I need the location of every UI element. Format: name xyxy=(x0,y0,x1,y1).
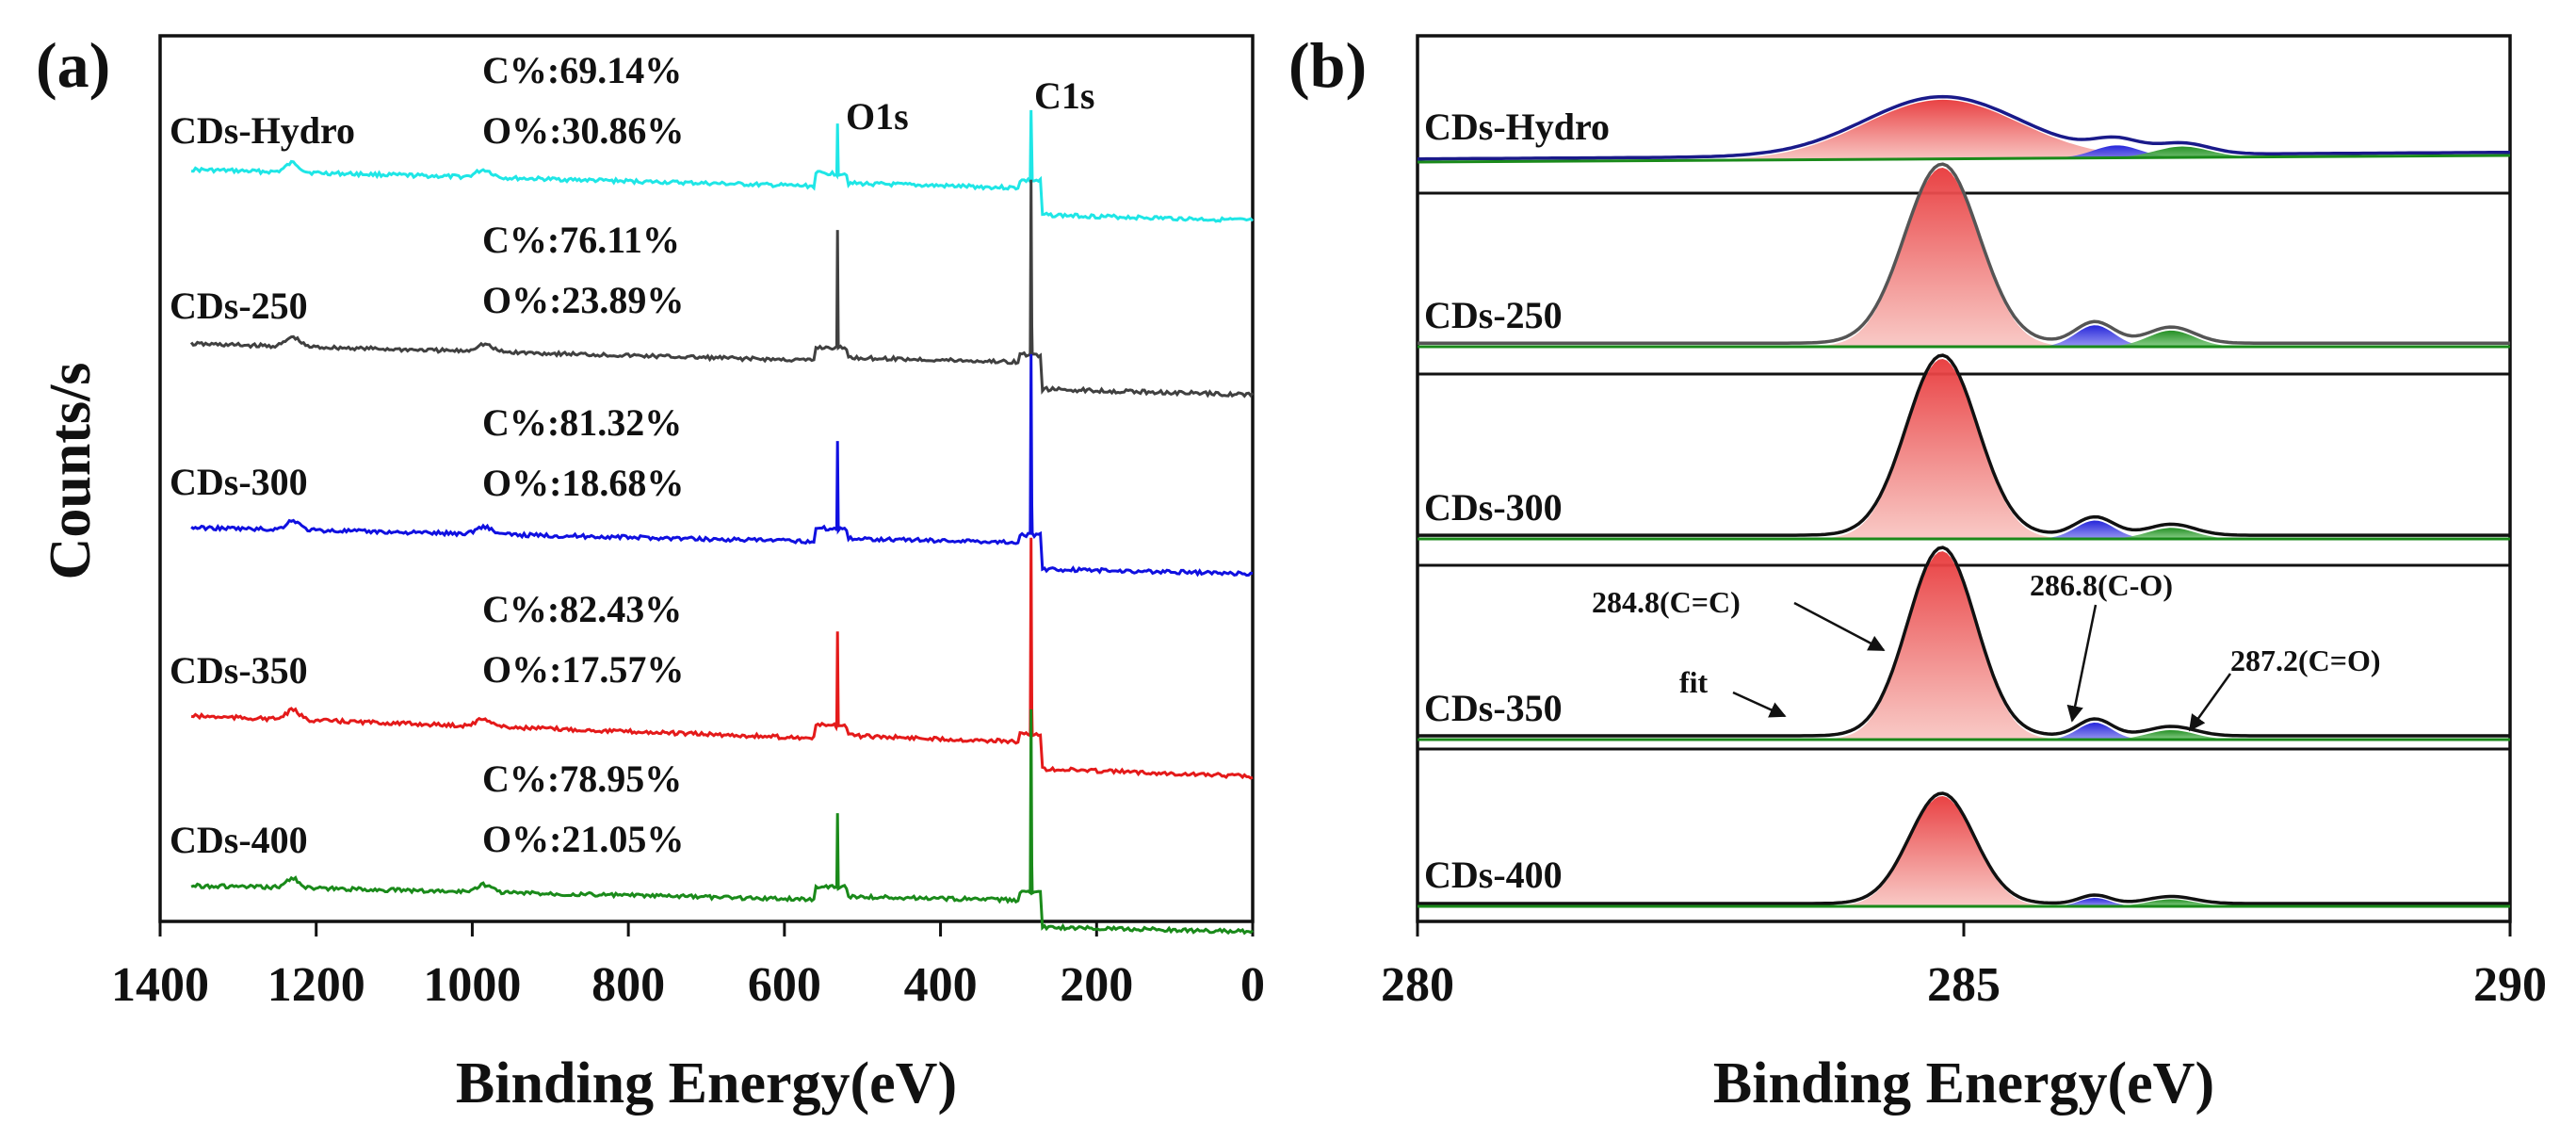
arrow-286-8 xyxy=(2066,604,2098,723)
panel-a-series-label: CDs-350 xyxy=(170,649,308,692)
panel-a-series-label: CDs-300 xyxy=(170,461,308,503)
panel-b-series-label: CDs-350 xyxy=(1424,687,1563,729)
spectrum-baseline xyxy=(1417,154,2511,164)
panel-a-x-tick-label: 400 xyxy=(904,958,978,1012)
fit-envelope-line xyxy=(1418,162,2510,345)
panel-b-series: CDs-Hydro CDs-250 CDs-300 CDs-350 CDs-400 xyxy=(1417,94,2511,908)
annotation-284-8-cc: 284.8(C=C) xyxy=(1592,585,1741,619)
panel-a-x-axis: 1400 1200 1000 800 600 400 200 0 xyxy=(111,921,1265,1012)
panel-a-x-tick-label: 800 xyxy=(591,958,665,1012)
panel-b-label: (b) xyxy=(1288,29,1367,101)
panel-b-x-axis-title: Binding Energy(eV) xyxy=(1713,1051,2214,1116)
panel-b-series-label: CDs-Hydro xyxy=(1424,106,1610,148)
carbon-percent-label: C%:82.43% xyxy=(482,588,682,630)
panel-b-x-tick-label: 290 xyxy=(2473,958,2547,1012)
fit-envelope-line xyxy=(1418,546,2510,738)
cc-component-peak xyxy=(1418,99,2510,162)
oxygen-percent-label: O%:18.68% xyxy=(482,462,684,504)
panel-a-series-label: CDs-400 xyxy=(170,819,308,861)
panel-b-series-label: CDs-300 xyxy=(1424,486,1563,529)
survey-spectrum-cds-300 xyxy=(190,353,1254,578)
c1s-peak-label: C1s xyxy=(1034,74,1094,117)
oxygen-percent-label: O%:23.89% xyxy=(482,279,684,321)
panel-a-x-tick-label: 600 xyxy=(748,958,821,1012)
panel-a-x-tick-label: 1400 xyxy=(111,958,209,1012)
panel-a-label: (a) xyxy=(36,29,110,101)
cc-component-peak xyxy=(1418,359,2510,539)
survey-spectrum-cds-400 xyxy=(190,708,1254,936)
panel-b-series-label: CDs-400 xyxy=(1424,854,1563,896)
panel-b: (b) 280 285 290 CDs-HydroCDs-250CDs-300CDs… xyxy=(1288,29,2547,1116)
arrow-fit xyxy=(1732,691,1787,718)
oxygen-percent-label: O%:21.05% xyxy=(482,818,684,860)
o1s-peak-label: O1s xyxy=(846,95,909,138)
annotation-287-2-co: 287.2(C=O) xyxy=(2230,643,2381,677)
panel-a-x-tick-label: 200 xyxy=(1060,958,1133,1012)
panel-b-series-label: CDs-250 xyxy=(1424,294,1563,336)
cc-component-peak xyxy=(1418,796,2510,906)
panel-b-annotations: 284.8(C=C) 286.8(C-O) 287.2(C=O) fit xyxy=(1592,568,2381,732)
panel-a-x-tick-label: 1000 xyxy=(423,958,521,1012)
arrow-287-2 xyxy=(2188,673,2232,732)
survey-spectrum-cds-250 xyxy=(189,179,1255,399)
survey-spectrum-cds-350 xyxy=(190,537,1254,780)
survey-spectrum-cds-hydro xyxy=(191,109,1255,223)
fit-envelope-line xyxy=(1418,94,2510,161)
carbon-percent-label: C%:76.11% xyxy=(482,219,680,261)
fit-envelope-line xyxy=(1418,791,2510,905)
cc-component-peak xyxy=(1418,168,2510,347)
panel-a-x-tick-label: 0 xyxy=(1240,958,1265,1012)
annotation-286-8-co: 286.8(C-O) xyxy=(2030,568,2173,602)
panel-a: (a) Counts/s 1400 1200 1000 800 600 400 200 0 C… xyxy=(36,29,1265,1116)
panel-b-x-tick-label: 280 xyxy=(1381,958,1454,1012)
panel-a-x-tick-label: 1200 xyxy=(267,958,365,1012)
oxygen-percent-label: O%:30.86% xyxy=(482,109,684,152)
carbon-percent-label: C%:81.32% xyxy=(482,401,682,444)
panel-a-y-axis-title: Counts/s xyxy=(39,363,103,580)
panel-a-series: CDs-Hydro C%:69.14% O%:30.86% CDs-250 C%:76.… xyxy=(170,49,1255,936)
panel-a-frame xyxy=(158,34,1255,923)
panel-a-series-label: CDs-250 xyxy=(170,285,308,327)
panel-a-x-axis-title: Binding Energy(eV) xyxy=(456,1051,957,1116)
carbon-percent-label: C%:69.14% xyxy=(482,49,682,91)
panel-b-x-tick-label: 285 xyxy=(1927,958,2001,1012)
cc-component-peak xyxy=(1418,551,2510,740)
oxygen-percent-label: O%:17.57% xyxy=(482,648,684,691)
annotation-fit: fit xyxy=(1679,665,1709,699)
fit-envelope-line xyxy=(1418,353,2510,537)
panel-a-series-label: CDs-Hydro xyxy=(170,109,355,152)
carbon-percent-label: C%:78.95% xyxy=(482,757,682,800)
arrow-284-8 xyxy=(1793,601,1886,652)
